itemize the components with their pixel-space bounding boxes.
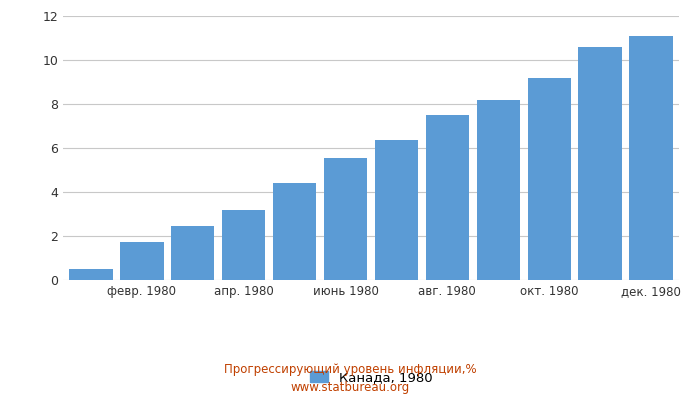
Bar (374, 140, 418, 280)
Bar (324, 158, 368, 280)
Bar (578, 47, 622, 280)
Legend: Канада, 1980: Канада, 1980 (309, 371, 433, 384)
Bar (69, 269, 113, 280)
Bar (426, 115, 469, 280)
Bar (120, 242, 164, 280)
Bar (172, 226, 214, 280)
Text: www.statbureau.org: www.statbureau.org (290, 381, 410, 394)
Bar (222, 210, 265, 280)
Bar (528, 78, 570, 280)
Bar (273, 183, 316, 280)
Bar (477, 100, 520, 280)
Bar (629, 36, 673, 280)
Text: Прогрессирующий уровень инфляции,%: Прогрессирующий уровень инфляции,% (224, 364, 476, 376)
